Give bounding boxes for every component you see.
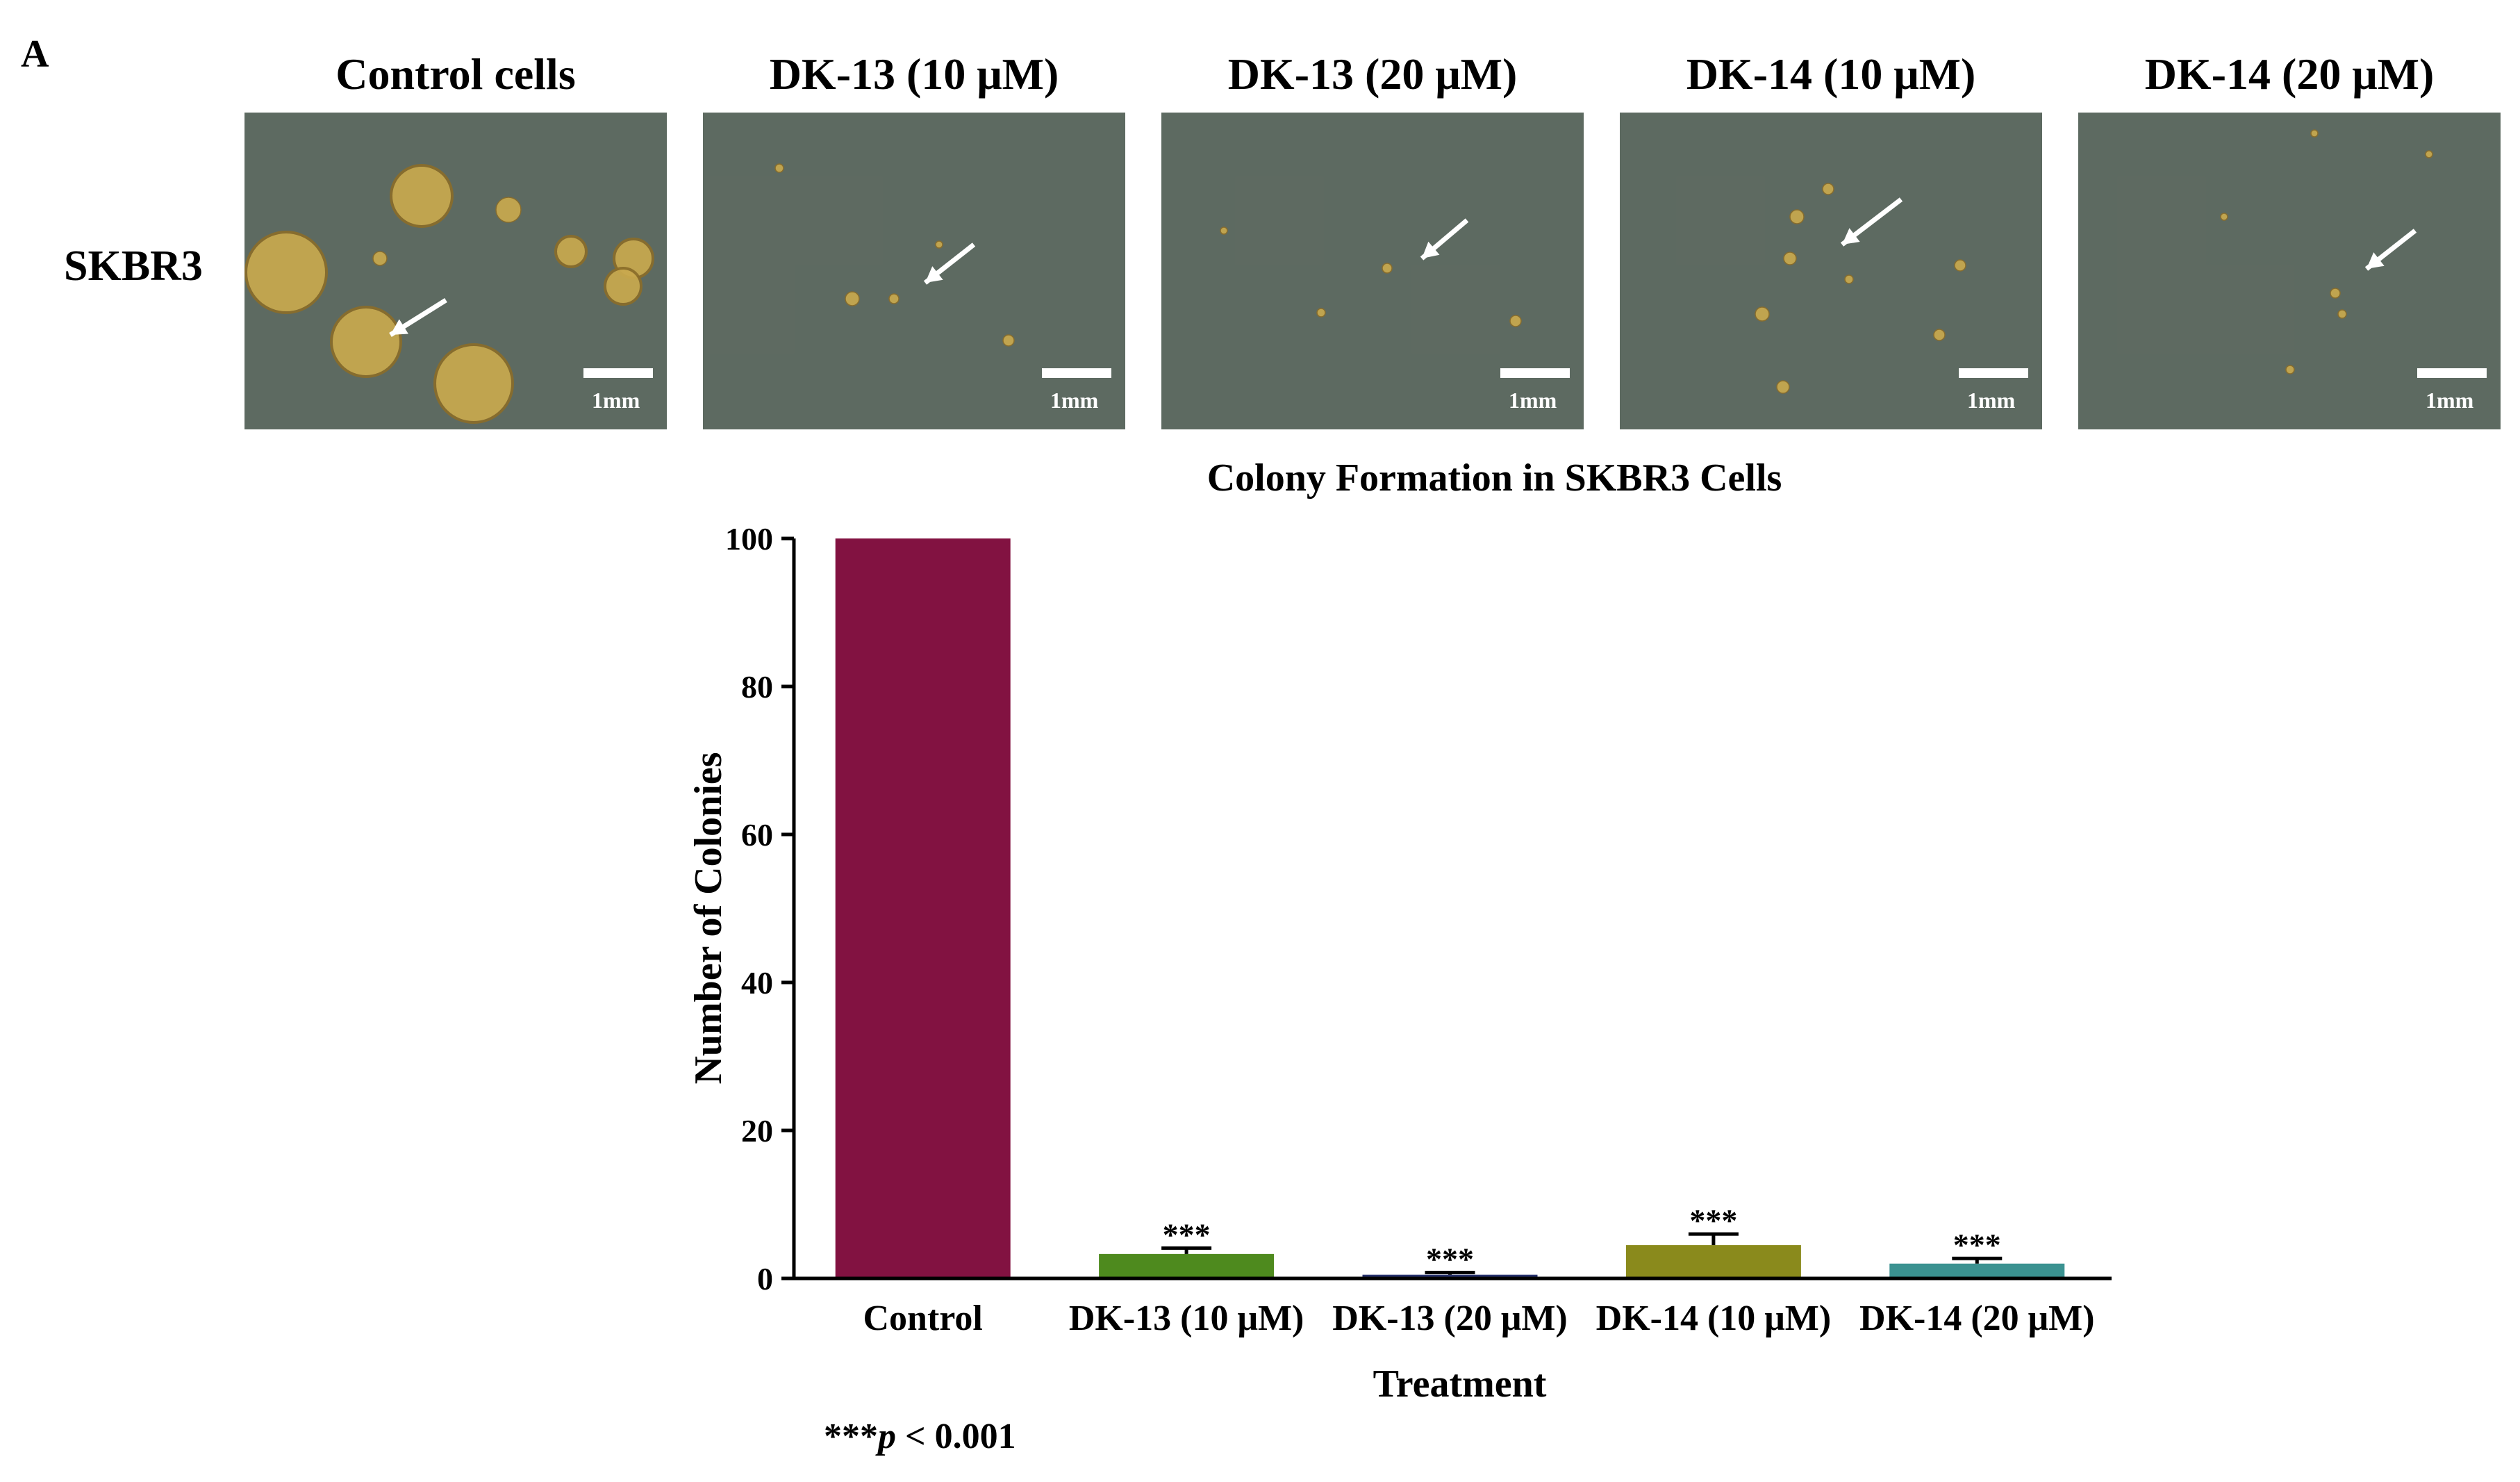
scale-bar-label: 1mm <box>2426 388 2474 413</box>
micrograph-image: 1mm <box>1620 113 2042 429</box>
x-tick-label: DK-13 (20 μM) <box>1332 1299 1568 1338</box>
scale-bar-label: 1mm <box>592 388 640 413</box>
colony <box>1316 308 1326 318</box>
micrograph-image: 1mm <box>703 113 1125 429</box>
y-tick-label: 20 <box>741 1113 773 1148</box>
colony <box>390 164 454 228</box>
colony <box>1755 306 1770 322</box>
arrow-head-icon <box>925 266 943 283</box>
footnote-stars: *** <box>824 1417 878 1456</box>
colony <box>1002 334 1015 347</box>
colony <box>1789 209 1805 224</box>
colony <box>330 306 402 378</box>
significance-stars: *** <box>1426 1241 1474 1276</box>
y-axis-label: Number of Colonies <box>687 752 730 1084</box>
arrow-head-icon <box>390 319 408 335</box>
micrograph-image: 1mm <box>1161 113 1584 429</box>
colony <box>372 251 388 266</box>
footnote-p: p <box>878 1417 896 1456</box>
colony <box>244 231 328 314</box>
colony <box>433 343 514 424</box>
colony <box>1220 227 1228 235</box>
x-tick-label: DK-13 (10 μM) <box>1069 1299 1304 1338</box>
bar <box>1099 1253 1275 1278</box>
scale-bar <box>1959 368 2028 378</box>
arrow-head-icon <box>2366 252 2385 269</box>
colony <box>845 291 860 306</box>
colony <box>554 235 588 268</box>
y-tick-label: 40 <box>741 965 773 1001</box>
footnote-threshold: < 0.001 <box>896 1417 1016 1456</box>
bar <box>1362 1274 1538 1278</box>
colony <box>1382 263 1393 274</box>
scale-bar-label: 1mm <box>1509 388 1557 413</box>
micrograph-title: Control cells <box>335 49 576 99</box>
micrograph-image: 1mm <box>244 113 667 429</box>
colony <box>888 293 900 304</box>
x-tick-label: Control <box>863 1299 983 1338</box>
micrograph-title: DK-14 (20 μM) <box>2144 49 2435 99</box>
panel-letter: A <box>21 33 49 76</box>
row-label-skbr3: SKBR3 <box>64 242 203 290</box>
significance-stars: *** <box>1163 1217 1211 1252</box>
micrograph-title: DK-13 (20 μM) <box>1227 49 1518 99</box>
y-tick-label: 80 <box>741 669 773 705</box>
arrow-head-icon <box>1422 241 1440 258</box>
colony <box>774 163 784 173</box>
colony <box>1776 380 1790 394</box>
chart-title: Colony Formation in SKBR3 Cells <box>1207 456 1782 500</box>
y-tick-label: 0 <box>757 1261 773 1296</box>
colony <box>2330 288 2341 299</box>
bar <box>1625 1245 1801 1278</box>
colony <box>604 267 643 306</box>
colony <box>2285 365 2295 374</box>
scale-bar <box>1500 368 1570 378</box>
bar <box>1889 1263 2065 1278</box>
micrograph-image: 1mm <box>2078 113 2501 429</box>
significance-footnote: ***p < 0.001 <box>824 1416 1016 1457</box>
micrograph-title: DK-14 (10 μM) <box>1686 49 1976 99</box>
scale-bar <box>583 368 653 378</box>
y-tick-label: 60 <box>741 817 773 853</box>
colony <box>495 197 522 223</box>
colony <box>1509 315 1522 327</box>
arrow-head-icon <box>1842 228 1860 245</box>
colony <box>2337 309 2347 319</box>
significance-stars: *** <box>1689 1203 1737 1238</box>
micrograph-title: DK-13 (10 μM) <box>769 49 1059 99</box>
scale-bar <box>1042 368 1111 378</box>
colony <box>935 240 943 249</box>
colony <box>1822 183 1834 195</box>
scale-bar-label: 1mm <box>1050 388 1099 413</box>
colony <box>1844 274 1854 284</box>
bar <box>835 538 1011 1278</box>
x-axis-label: Treatment <box>1373 1362 1547 1406</box>
colony <box>2220 213 2228 221</box>
x-tick-label: DK-14 (10 μM) <box>1596 1299 1832 1338</box>
x-tick-label: DK-14 (20 μM) <box>1859 1299 2095 1338</box>
colony <box>1954 259 1966 272</box>
y-tick-label: 100 <box>725 521 773 557</box>
significance-stars: *** <box>1953 1227 2001 1262</box>
colony <box>2425 150 2433 158</box>
colony <box>1933 329 1946 341</box>
colony <box>2310 129 2319 138</box>
scale-bar-label: 1mm <box>1967 388 2016 413</box>
colony <box>1783 252 1797 265</box>
scale-bar <box>2417 368 2487 378</box>
